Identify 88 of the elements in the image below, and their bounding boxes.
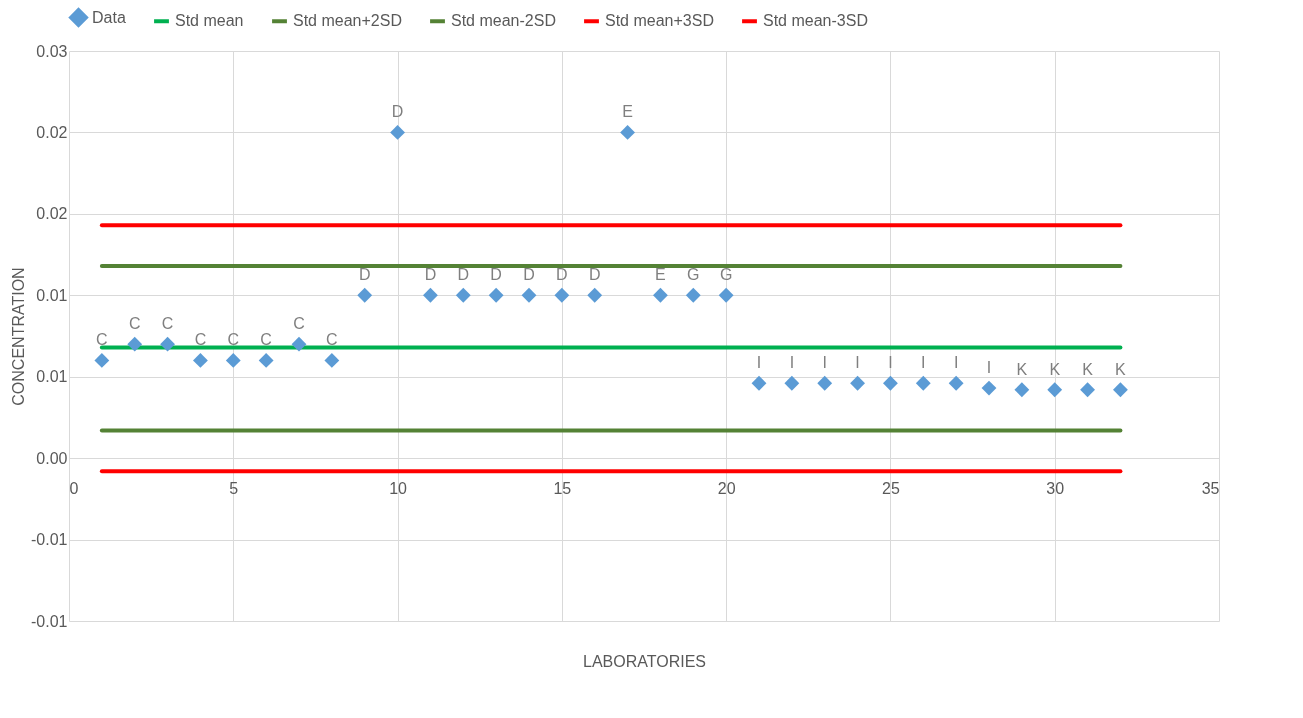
y-tick-label: -0.01: [31, 531, 68, 549]
data-label: D: [556, 266, 568, 284]
point: [850, 375, 865, 391]
x-tick-label: 30: [1046, 479, 1065, 497]
data-label: I: [888, 354, 893, 372]
data-label: D: [523, 266, 535, 284]
point: [883, 375, 898, 391]
point: [225, 353, 241, 368]
point: [554, 287, 570, 303]
point: [390, 125, 405, 140]
y-tick-label: -0.01: [31, 612, 68, 630]
point: [455, 287, 471, 303]
point: [1014, 382, 1030, 398]
point: [291, 336, 307, 352]
data-label: I: [756, 354, 762, 372]
y-tick-label: 0.02: [36, 123, 68, 141]
point: [1113, 382, 1128, 398]
point: [981, 380, 997, 396]
data-label: I: [855, 354, 860, 372]
data-label: C: [161, 315, 174, 333]
data-label: C: [194, 331, 207, 349]
point: [784, 375, 800, 391]
y-tick-label: 0.03: [36, 42, 68, 60]
point: [1047, 382, 1063, 398]
point: [718, 287, 734, 303]
point: [521, 287, 537, 303]
x-tick-label: 0: [69, 479, 79, 497]
point: [423, 287, 438, 303]
data-label: C: [96, 331, 108, 349]
point: [127, 336, 143, 352]
data-label: D: [457, 266, 470, 284]
data-label: I: [822, 354, 827, 372]
data-label: E: [622, 103, 633, 121]
point: [1080, 382, 1095, 398]
data-label: I: [789, 354, 795, 372]
point: [915, 375, 931, 391]
data-label: C: [293, 315, 305, 333]
legend-label: Std mean+2SD: [293, 12, 402, 30]
data-label: D: [588, 266, 601, 284]
data-label: C: [326, 331, 338, 349]
data-label: I: [921, 354, 926, 372]
y-tick-label: 0.01: [36, 286, 68, 304]
y-tick-label: 0.00: [36, 449, 68, 467]
point: [488, 287, 504, 303]
x-tick-label: 35: [1201, 479, 1220, 497]
data-label: C: [128, 315, 141, 333]
data-label: G: [687, 266, 700, 284]
point: [817, 375, 833, 391]
data-label: D: [424, 266, 437, 284]
point: [324, 353, 340, 368]
y-axis-title: CONCENTRATION: [10, 267, 28, 406]
data-label: I: [986, 359, 992, 377]
x-tick-label: 15: [553, 479, 572, 497]
point: [751, 375, 767, 391]
data-label: K: [1115, 360, 1127, 378]
point: [685, 287, 701, 303]
legend-label: Std mean: [175, 12, 244, 30]
legend-label: Data: [92, 8, 126, 26]
data-label: C: [227, 331, 240, 349]
point: [620, 125, 635, 140]
data-label: K: [1016, 360, 1028, 378]
point: [587, 287, 603, 303]
point: [258, 353, 274, 368]
point: [357, 287, 373, 303]
legend-label: Std mean+3SD: [605, 12, 714, 30]
x-tick-label: 20: [717, 479, 736, 497]
data-label: K: [1049, 360, 1061, 378]
data-label: D: [358, 266, 371, 284]
point: [94, 353, 110, 368]
data-label: G: [719, 266, 733, 284]
data-label: E: [655, 266, 666, 284]
data-label: D: [490, 266, 502, 284]
data-label: D: [391, 103, 404, 121]
y-tick-label: 0.02: [36, 205, 68, 223]
x-tick-label: 25: [882, 479, 900, 497]
y-tick-label: 0.01: [36, 368, 68, 386]
point: [948, 375, 964, 391]
point: [160, 336, 175, 352]
legend-label: Std mean-2SD: [451, 12, 556, 30]
data-label: C: [260, 331, 272, 349]
x-tick-label: 5: [229, 479, 239, 497]
point: [193, 353, 208, 368]
data-label: K: [1082, 360, 1094, 378]
x-tick-label: 10: [389, 479, 408, 497]
point: [653, 287, 668, 303]
data-label: I: [953, 354, 959, 372]
legend-label: Std mean-3SD: [763, 12, 868, 30]
x-axis-title: LABORATORIES: [583, 652, 706, 670]
